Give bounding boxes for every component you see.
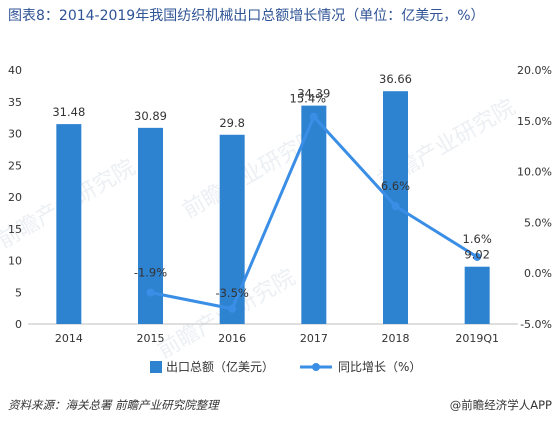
line-point [228,304,237,313]
left-axis-tick-label: 15 [8,223,22,236]
right-axis-tick-label: 20.0% [517,64,552,77]
left-axis-tick-label: 25 [8,159,22,172]
bar-value-label: 30.89 [134,109,167,123]
left-axis-tick-label: 40 [8,64,22,77]
brand-credit: @前瞻经济学人APP [449,398,552,412]
bar-series [56,91,490,325]
right-axis-tick-label: 0.0% [524,267,552,280]
left-axis-tick-label: 5 [15,286,22,299]
line-point [309,112,318,121]
bar [464,266,490,324]
left-axis-tick-label: 10 [8,255,22,268]
left-axis-tick-label: 20 [8,191,22,204]
line-value-label: -1.9% [134,266,167,280]
bar-value-label: 31.48 [52,105,85,119]
x-axis-tick-label: 2014 [55,332,83,345]
x-axis-tick-label: 2018 [382,332,410,345]
x-axis-tick-label: 2017 [300,332,328,345]
line-value-label: 15.4% [290,92,327,106]
x-axis-tick-label: 2015 [137,332,165,345]
bar [301,105,327,324]
bar-value-label: 29.8 [219,116,245,130]
left-y-axis: 0 5 10 15 20 25 30 35 40 [8,64,22,331]
line-series [146,112,482,313]
line-value-labels: -1.9% -3.5% 15.4% 6.6% 1.6% [134,92,492,300]
left-axis-tick-label: 0 [15,318,22,331]
legend-bar-swatch [150,361,162,373]
left-axis-tick-label: 35 [8,96,22,109]
right-y-axis: -5.0% 0.0% 5.0% 10.0% 15.0% 20.0% [517,64,552,331]
right-axis-tick-label: 15.0% [517,115,552,128]
x-axis-tick-label: 2016 [218,332,246,345]
legend-line-marker [312,363,320,371]
line-value-label: 1.6% [463,232,492,246]
left-axis-tick-label: 30 [8,128,22,141]
legend-line-label: 同比增长（%） [338,360,421,374]
chart-title: 图表8：2014-2019年我国纺织机械出口总额增长情况（单位：亿美元，%） [8,8,485,24]
source-note: 资料来源：海关总署 前瞻产业研究院整理 [8,398,219,412]
right-axis-tick-label: -5.0% [520,318,552,331]
line-value-label: 6.6% [381,179,410,193]
right-axis-tick-label: 5.0% [524,216,552,229]
x-axis: 2014 2015 2016 2017 2018 2019Q1 [28,323,518,345]
right-axis-tick-label: 10.0% [517,166,552,179]
line-point [473,252,482,261]
legend-bar-label: 出口总额（亿美元） [166,359,274,374]
line-value-label: -3.5% [215,286,248,300]
bar [56,124,82,325]
bar-value-label: 36.66 [379,72,412,86]
bar-value-label: 9.02 [464,248,490,262]
bar-value-labels: 31.48 30.89 29.8 34.39 36.66 9.02 [52,72,490,262]
bar-value-label: 34.39 [297,87,330,101]
line-point [146,288,155,297]
line-point [391,202,400,211]
x-axis-tick-label: 2019Q1 [455,332,499,345]
legend: 出口总额（亿美元） 同比增长（%） [150,359,421,374]
